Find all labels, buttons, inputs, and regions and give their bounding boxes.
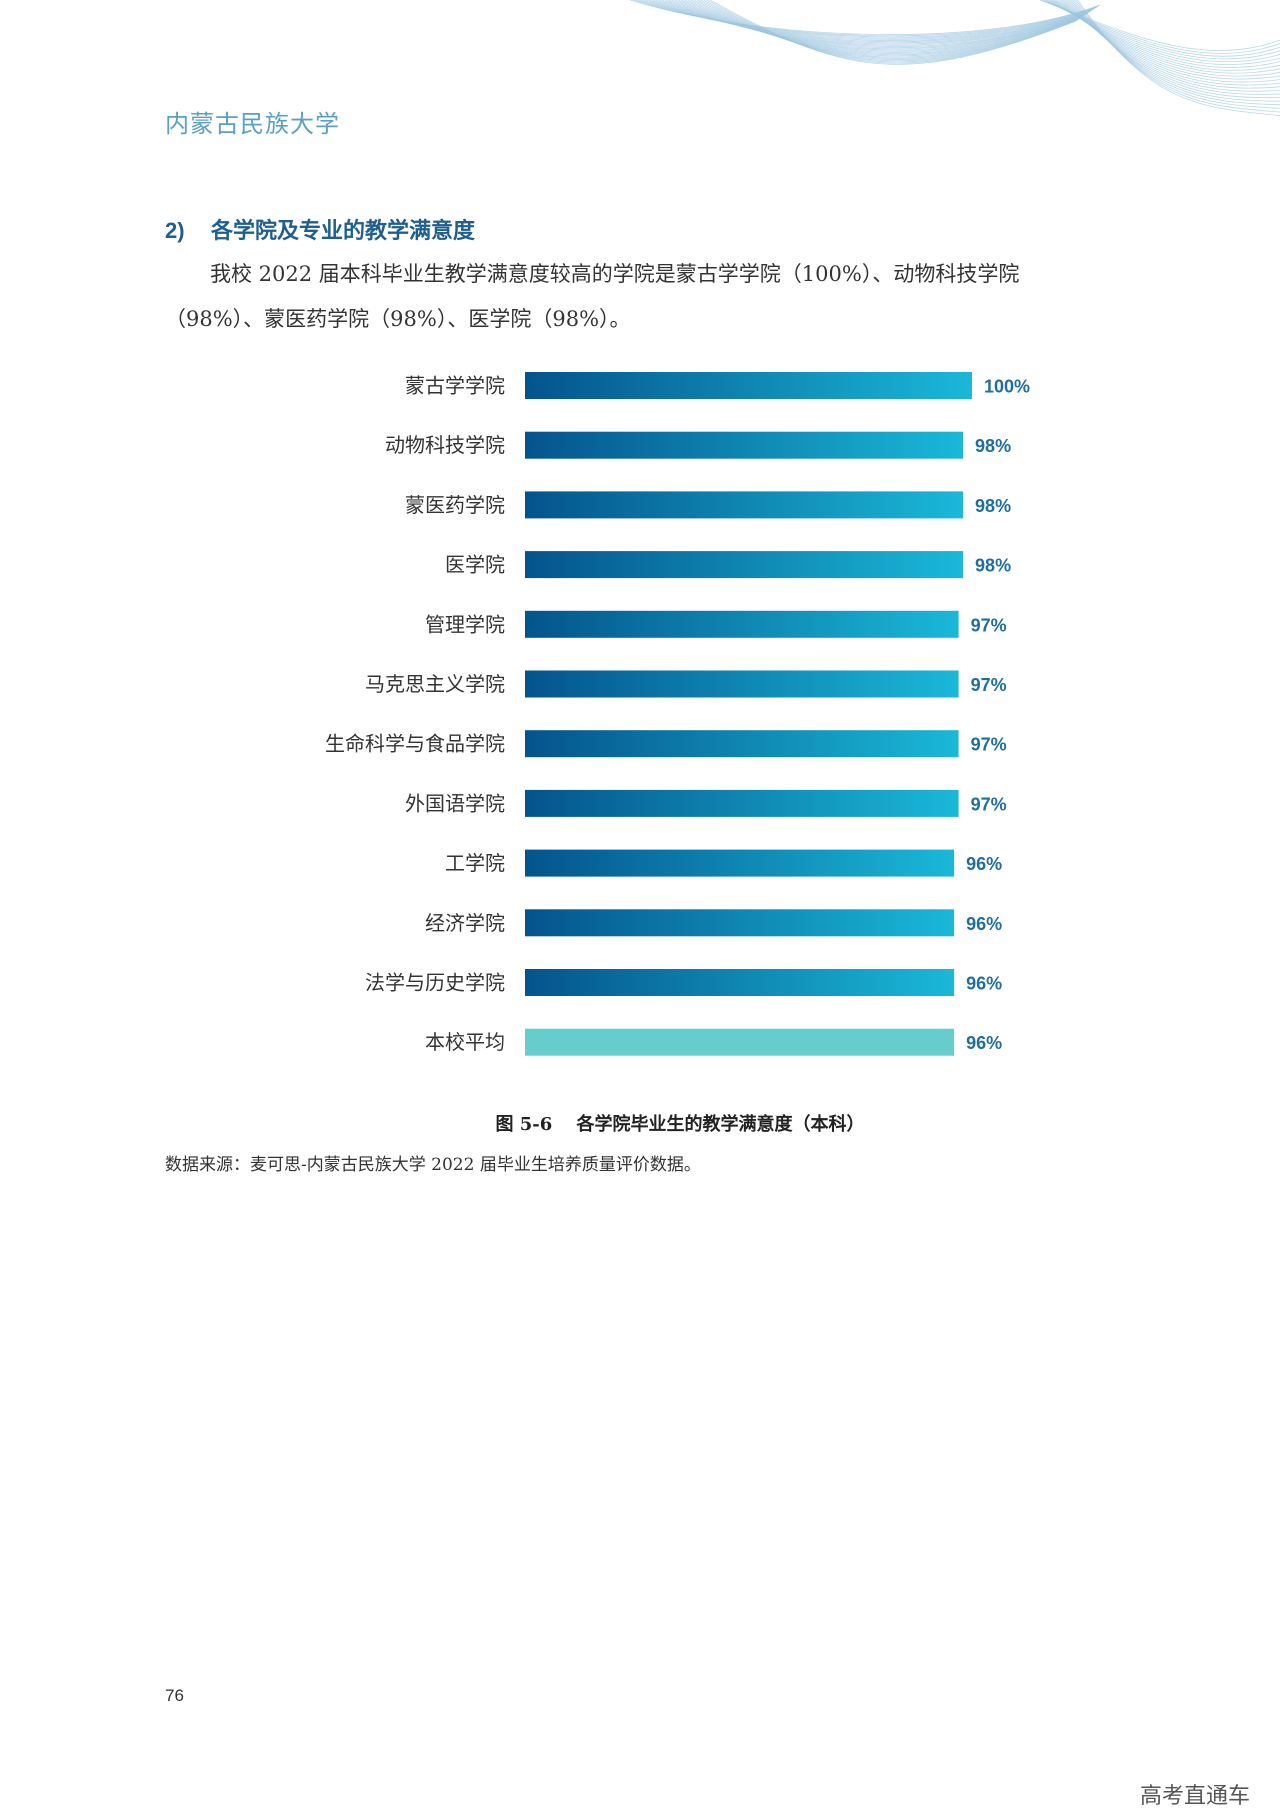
wave-line xyxy=(690,0,1082,58)
bar xyxy=(525,789,959,817)
section-heading: 2) 各学院及专业的教学满意度 xyxy=(165,213,475,245)
bar xyxy=(525,670,959,698)
data-source-note: 数据来源：麦可思-内蒙古民族大学 2022 届毕业生培养质量评价数据。 xyxy=(165,1155,701,1175)
section-heading-text: 各学院及专业的教学满意度 xyxy=(211,218,476,244)
bar xyxy=(525,551,964,579)
wave-line xyxy=(1057,0,1280,80)
wave-line xyxy=(693,0,1081,59)
wave-line xyxy=(665,0,1090,49)
section-number: 2) xyxy=(165,218,185,243)
average-bar xyxy=(525,1028,955,1056)
category-label: 生命科学与食品学院 xyxy=(325,732,505,756)
wave-line xyxy=(677,0,1086,53)
category-label: 外国语学院 xyxy=(405,791,505,815)
wave-line xyxy=(668,0,1089,50)
bar xyxy=(525,610,959,638)
value-label: 96% xyxy=(966,1033,1002,1053)
category-label: 蒙医药学院 xyxy=(405,493,505,517)
category-label: 经济学院 xyxy=(425,911,505,935)
wave-line xyxy=(700,0,1080,62)
watermark-text: 高考直通车 xyxy=(1139,1784,1250,1809)
wave-line xyxy=(1039,0,1280,51)
wave-line xyxy=(1070,0,1280,102)
value-label: 98% xyxy=(975,556,1011,576)
category-label: 法学与历史学院 xyxy=(365,971,505,995)
value-label: 98% xyxy=(975,436,1011,456)
wave-line xyxy=(709,0,1077,65)
bar xyxy=(525,372,972,399)
wave-line xyxy=(1063,0,1280,89)
decorative-wave-lines xyxy=(629,0,1280,116)
page-number: 76 xyxy=(165,1686,184,1705)
wave-line xyxy=(1077,0,1280,116)
wave-line xyxy=(681,0,1085,55)
wave-line xyxy=(1072,0,1280,106)
section-paragraph: 我校 2022 届本科毕业生教学满意度较高的学院是蒙古学学院（100%）、动物科… xyxy=(165,262,1020,331)
bar xyxy=(525,849,955,877)
category-label: 动物科技学院 xyxy=(385,433,505,457)
value-label: 97% xyxy=(971,794,1007,814)
wave-line xyxy=(674,0,1087,52)
wave-line xyxy=(1075,0,1280,113)
value-label: 100% xyxy=(984,377,1030,397)
value-label: 97% xyxy=(971,675,1007,695)
value-label: 98% xyxy=(975,496,1011,516)
category-label: 医学院 xyxy=(445,553,505,577)
value-label: 96% xyxy=(966,854,1002,874)
bar xyxy=(525,969,955,996)
header-university-name: 内蒙古民族大学 xyxy=(165,110,340,138)
value-label: 97% xyxy=(971,735,1007,755)
wave-line xyxy=(1073,0,1280,109)
category-label: 工学院 xyxy=(445,851,505,875)
figure-caption: 图 5-6 各学院毕业生的教学满意度（本科） xyxy=(495,1114,865,1135)
bar xyxy=(525,909,955,937)
satisfaction-bar-chart: 蒙古学学院 100% 动物科技学院 98% 蒙医药学院 98% 医学院 98% 管理学院 97% 马… xyxy=(325,372,1030,1056)
value-label: 96% xyxy=(966,914,1002,934)
bar xyxy=(525,431,964,459)
wave-line xyxy=(684,0,1084,56)
wave-line xyxy=(697,0,1080,60)
category-label: 管理学院 xyxy=(425,612,505,636)
wave-line xyxy=(687,0,1083,57)
wave-line xyxy=(1047,0,1280,63)
wave-line xyxy=(706,0,1078,64)
bar xyxy=(525,730,959,758)
wave-line xyxy=(671,0,1088,51)
wave-line xyxy=(1061,0,1280,86)
bar xyxy=(525,491,964,519)
category-label: 蒙古学学院 xyxy=(405,374,505,398)
value-label: 96% xyxy=(966,974,1002,994)
wave-line xyxy=(1068,0,1280,99)
category-label: 本校平均 xyxy=(425,1030,505,1054)
wave-line xyxy=(1066,0,1280,95)
value-label: 97% xyxy=(971,615,1007,635)
category-label: 马克思主义学院 xyxy=(365,672,505,696)
wave-line xyxy=(703,0,1079,63)
